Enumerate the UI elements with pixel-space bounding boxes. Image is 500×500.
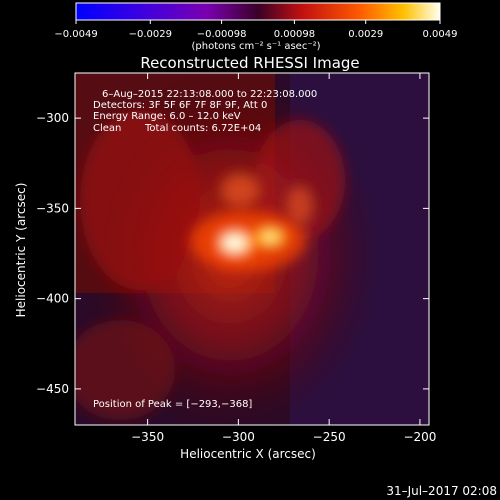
x-tick-label: −250 <box>313 430 346 444</box>
x-axis-label: Heliocentric X (arcsec) <box>180 447 316 461</box>
colorbar-unit-label: (photons cm⁻² s⁻¹ asec⁻²) <box>191 41 320 52</box>
annotations: 6–Aug–2015 22:13:08.000 to 22:23:08.000 … <box>93 89 317 410</box>
annotation-time-range: 6–Aug–2015 22:13:08.000 to 22:23:08.000 <box>102 89 317 100</box>
colorbar: −0.0049 −0.0029 −0.00098 0.00098 0.0029 0.004… <box>54 2 458 52</box>
colorbar-tick-label: −0.0029 <box>129 29 172 40</box>
y-axis-label: Heliocentric Y (arcsec) <box>14 183 28 318</box>
colorbar-tick-label: −0.0049 <box>54 29 97 40</box>
annotation-detectors: Detectors: 3F 5F 6F 7F 8F 9F, Att 0 <box>93 100 267 111</box>
axis-ticks: −350 −300 −250 −200 −300 −350 −400 −450 <box>36 73 436 444</box>
annotation-clean: Clean <box>93 123 121 134</box>
annotation-counts: Total counts: 6.72E+04 <box>144 123 261 134</box>
y-tick-label: −300 <box>36 111 69 125</box>
colorbar-tick-label: 0.0049 <box>423 29 458 40</box>
footer-timestamp: 31–Jul–2017 02:08 <box>386 484 497 498</box>
plot-frame <box>74 72 430 426</box>
peak-source <box>190 210 307 271</box>
y-tick-label: −350 <box>36 201 69 215</box>
y-tick-label: −400 <box>36 292 69 306</box>
annotation-peak: Position of Peak = [−293,−368] <box>93 399 252 410</box>
x-tick-label: −300 <box>222 430 255 444</box>
colorbar-tick-label: −0.00098 <box>197 29 247 40</box>
y-tick-label: −450 <box>36 382 69 396</box>
x-tick-label: −200 <box>403 430 436 444</box>
annotation-energy: Energy Range: 6.0 – 12.0 keV <box>93 111 241 122</box>
x-tick-label: −350 <box>131 430 164 444</box>
colorbar-gradient <box>75 2 441 21</box>
peak-glow <box>190 210 307 271</box>
colorbar-ticks: −0.0049 −0.0029 −0.00098 0.00098 0.0029 0.004… <box>54 20 458 40</box>
colorbar-tick-label: 0.0029 <box>348 29 383 40</box>
colorbar-tick-label: 0.00098 <box>274 29 315 40</box>
chart-title: Reconstructed RHESSI Image <box>140 54 359 72</box>
heatmap-image <box>75 73 429 425</box>
